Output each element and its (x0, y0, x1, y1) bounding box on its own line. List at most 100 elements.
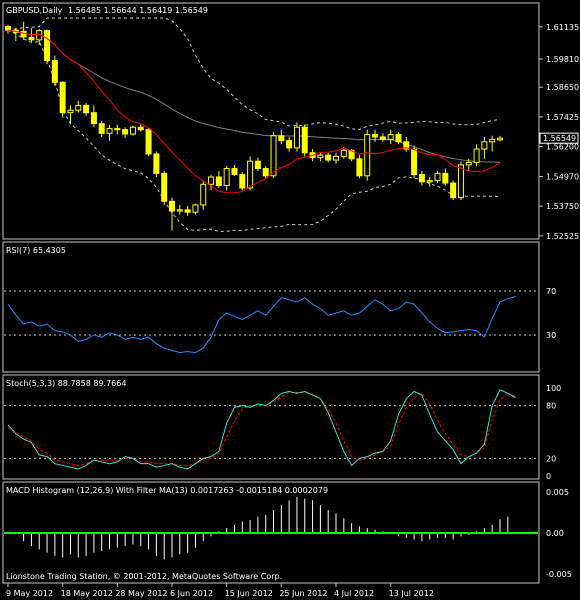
candle-body (215, 176, 222, 187)
date-tick-label: 18 May 2012 (61, 589, 113, 598)
price-tick-label: 1.52525 (546, 232, 579, 241)
candle-body (286, 140, 293, 149)
stoch-level-label: 80 (546, 402, 556, 411)
candle-body (325, 154, 332, 161)
stoch-signal-line (7, 391, 516, 466)
rsi-series: 70 30 (4, 287, 556, 354)
candle-body (145, 129, 152, 155)
candle-body (379, 136, 386, 140)
price-axis: 1.61135 1.59810 1.58650 1.57425 1.56200 1.549… (539, 23, 579, 241)
candle-body (411, 148, 418, 176)
candle-body (192, 204, 199, 213)
upper-band-line (7, 17, 501, 130)
candle-body (364, 134, 371, 177)
candle-body (293, 126, 300, 149)
candle-body (434, 172, 441, 182)
rsi-line (7, 296, 516, 354)
candle-body (98, 123, 105, 134)
main-panel-frame (2, 2, 540, 240)
candle-body (262, 168, 269, 177)
candle-body (473, 148, 480, 163)
symbol-label: GBPUSD,Daily (6, 6, 63, 15)
candle-body (418, 174, 425, 183)
candle-body (403, 141, 410, 150)
candle-body (51, 59, 58, 83)
candle-body (442, 172, 449, 184)
candle-body (387, 134, 394, 140)
price-tick-label: 1.58650 (546, 83, 579, 92)
candle-body (208, 176, 215, 185)
candle-body (184, 209, 191, 213)
candle-body (254, 160, 261, 170)
date-tick-label: 9 May 2012 (6, 589, 53, 598)
date-axis: 9 May 2012 18 May 2012 28 May 2012 6 Jun 20… (6, 583, 434, 598)
price-tick-label: 1.54970 (546, 173, 579, 182)
candle-body (317, 154, 324, 159)
stoch-level-label: 20 (546, 454, 556, 463)
candle-body (5, 25, 11, 31)
rsi-panel-frame (2, 241, 540, 373)
current-price-box (539, 132, 579, 144)
copyright-text: Lionstone Trading Station, © 2001-2012, … (6, 572, 282, 581)
candle-body (489, 138, 496, 143)
candle-body (333, 155, 339, 161)
stoch-level-label: 0 (546, 472, 551, 481)
macd-label: MACD Histogram (12,26,9) With Filter MA(… (6, 486, 328, 495)
date-tick-label: 28 May 2012 (115, 589, 167, 598)
candle-body (497, 137, 503, 141)
candle-body (372, 134, 379, 138)
candle-body (44, 30, 51, 61)
candle-body (122, 129, 129, 135)
stoch-main-line (7, 389, 516, 470)
current-price-label: 1.56549 (543, 134, 576, 143)
candle-body (75, 104, 82, 111)
candle-body (90, 112, 97, 125)
candle-body (153, 153, 160, 174)
candle-body (247, 160, 254, 189)
candle-body (340, 149, 347, 157)
candles (5, 21, 503, 231)
price-tick-label: 1.59810 (546, 55, 579, 64)
candle-body (270, 135, 277, 177)
candle-body (106, 127, 113, 134)
candle-body (67, 109, 74, 114)
price-tick-label: 1.57425 (546, 113, 579, 122)
long-ma-line (7, 29, 501, 163)
candle-body (223, 168, 230, 187)
candle-body (200, 183, 207, 206)
macd-histogram: 0.005 0.00 -0.005 (4, 488, 572, 579)
date-tick-label: 13 Jul 2012 (389, 589, 434, 598)
envelope-bands (7, 17, 501, 232)
candle-body (278, 135, 285, 142)
date-tick-label: 4 Jul 2012 (334, 589, 374, 598)
stoch-series: 100 80 20 0 (4, 384, 561, 481)
date-tick-label: 6 Jun 2012 (170, 589, 213, 598)
stoch-label: Stoch(5,3,3) 88.7858 89.7664 (6, 379, 126, 388)
date-tick-label: 25 Jun 2012 (279, 589, 327, 598)
candle-body (450, 182, 457, 199)
candle-body (481, 141, 488, 150)
candle-body (356, 158, 363, 177)
candle-body (169, 200, 175, 212)
price-tick-label: 1.56200 (546, 143, 579, 152)
candle-body (20, 30, 27, 38)
lower-band-line (7, 29, 501, 232)
date-tick-label: 15 Jun 2012 (225, 589, 273, 598)
candle-body (114, 127, 121, 131)
candle-body (161, 172, 168, 202)
rsi-level-label: 30 (546, 331, 556, 340)
candle-body (176, 209, 183, 212)
candle-body (28, 36, 35, 41)
price-tick-label: 1.53750 (546, 202, 579, 211)
macd-panel-frame (2, 481, 540, 584)
candle-body (457, 164, 464, 199)
candle-body (59, 81, 66, 114)
stoch-panel-frame (2, 374, 540, 480)
rsi-label: RSI(7) 65.4305 (6, 246, 66, 255)
ma-line (7, 29, 501, 194)
stoch-level-label: 100 (546, 384, 561, 393)
macd-level-label: -0.005 (546, 570, 572, 579)
macd-level-label: 0.00 (546, 529, 564, 538)
candle-body (301, 126, 308, 154)
